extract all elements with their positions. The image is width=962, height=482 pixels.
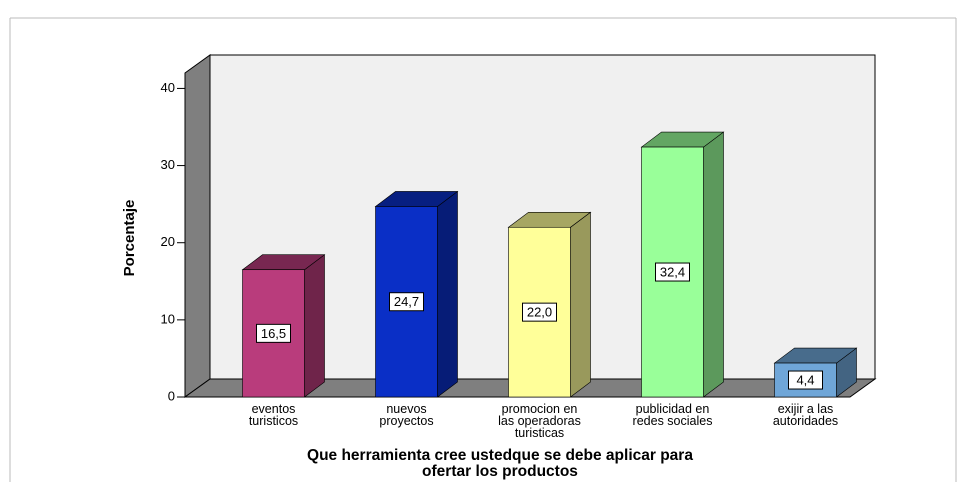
x-axis-title-box: Que herramienta cree ustedque se debe ap… bbox=[307, 448, 693, 480]
x-tick-label-box: eventos turisticos bbox=[248, 403, 299, 428]
x-axis-title: Que herramienta cree ustedque se debe ap… bbox=[307, 448, 693, 480]
bar-side bbox=[570, 211, 591, 398]
y-tick-label: 20 bbox=[161, 234, 175, 249]
y-tick-label: 40 bbox=[161, 80, 175, 95]
y-axis-title: Porcentaje bbox=[121, 200, 138, 277]
y-tick-label: 10 bbox=[161, 311, 175, 326]
value-label: 4,4 bbox=[796, 372, 814, 387]
x-tick-label-box: publicidad en redes sociales bbox=[632, 403, 713, 428]
value-label: 22,0 bbox=[527, 305, 552, 320]
bar-side bbox=[437, 190, 458, 398]
value-label-box bbox=[256, 323, 291, 343]
value-label: 32,4 bbox=[660, 264, 685, 279]
value-label-box bbox=[389, 292, 424, 312]
y-tick-label: 0 bbox=[168, 388, 175, 403]
bar-side bbox=[304, 254, 325, 398]
value-label-box bbox=[655, 262, 690, 282]
value-label: 24,7 bbox=[394, 294, 419, 309]
left-wall bbox=[184, 54, 211, 398]
x-tick-label: publicidad en redes sociales bbox=[632, 403, 713, 428]
x-tick-label-box: nuevos proyectos bbox=[379, 403, 434, 428]
bar-side bbox=[703, 131, 724, 398]
x-tick-label-box: promocion en las operadoras turisticas bbox=[498, 403, 581, 440]
x-tick-label: eventos turisticos bbox=[248, 403, 299, 428]
value-label: 16,5 bbox=[261, 326, 286, 341]
value-label-box bbox=[522, 302, 557, 322]
x-tick-label-box: exijir a las autoridades bbox=[772, 403, 839, 428]
x-tick-label: exijir a las autoridades bbox=[772, 403, 839, 428]
x-tick-label: promocion en las operadoras turisticas bbox=[498, 403, 581, 440]
value-label-box bbox=[788, 370, 823, 390]
y-tick-label: 30 bbox=[161, 157, 175, 172]
x-tick-label: nuevos proyectos bbox=[379, 403, 434, 428]
